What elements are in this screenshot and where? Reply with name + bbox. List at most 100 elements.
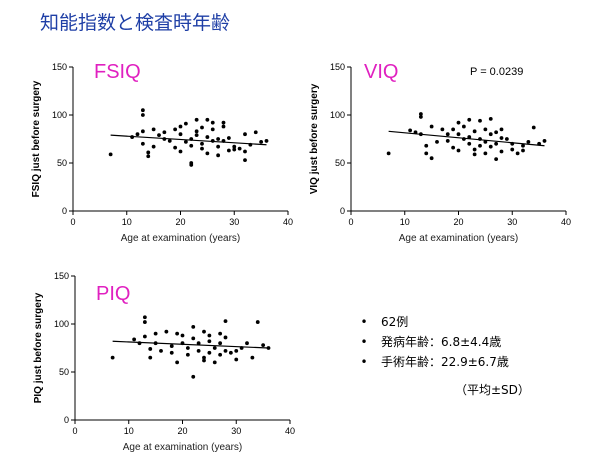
x-tick-label: 0 — [70, 217, 75, 227]
data-point — [216, 137, 221, 141]
data-point — [494, 130, 499, 135]
data-point — [424, 143, 429, 148]
data-point — [499, 127, 504, 132]
data-point — [228, 350, 233, 355]
data-point — [191, 336, 196, 341]
data-point — [146, 150, 151, 155]
data-point — [264, 139, 269, 143]
data-point — [194, 117, 199, 122]
bullet-icon: • — [360, 355, 368, 369]
data-point — [488, 132, 493, 137]
data-point — [151, 127, 156, 132]
data-point — [494, 157, 499, 162]
y-tick-label: 0 — [62, 206, 67, 216]
data-point — [245, 341, 249, 346]
data-point — [159, 348, 163, 353]
data-point — [157, 133, 161, 138]
data-point — [142, 320, 147, 324]
data-point — [461, 124, 466, 129]
summary-item: • 手術年齢：22.9±6.7歳 — [355, 352, 530, 372]
data-point — [178, 149, 183, 154]
data-point — [151, 144, 156, 149]
data-point — [108, 152, 113, 157]
data-point — [173, 127, 178, 132]
data-point — [169, 344, 174, 348]
data-point — [234, 348, 239, 353]
data-point — [255, 320, 260, 324]
data-point — [202, 355, 206, 360]
y-tick-label: 0 — [64, 415, 69, 425]
y-tick-label: 100 — [330, 110, 345, 120]
data-point — [531, 125, 536, 130]
data-point — [191, 324, 196, 329]
data-point — [175, 331, 180, 336]
y-tick-label: 50 — [335, 158, 345, 168]
data-point — [207, 339, 212, 344]
trend-line — [388, 130, 545, 147]
data-point — [162, 130, 167, 135]
panel-label: PIQ — [96, 283, 130, 305]
data-point — [243, 158, 247, 163]
data-point — [243, 132, 247, 137]
summary-item-cases: 62例 — [381, 315, 409, 329]
data-point — [488, 116, 493, 121]
data-point — [467, 141, 472, 146]
data-point — [132, 337, 137, 342]
x-axis-title: Age at examination (years) — [123, 442, 243, 453]
x-tick-label: 20 — [175, 217, 185, 227]
data-point — [169, 350, 174, 355]
data-point — [221, 124, 226, 129]
data-point — [178, 132, 183, 137]
data-point — [472, 147, 477, 152]
panel-label: VIQ — [364, 61, 398, 83]
data-point — [243, 149, 247, 154]
y-tick-label: 100 — [54, 319, 69, 329]
data-point — [146, 154, 151, 159]
data-point — [429, 124, 434, 129]
data-point — [237, 146, 242, 151]
data-point — [515, 151, 520, 156]
summary-item-onset-age: 発病年齢：6.8±4.4歳 — [381, 335, 502, 349]
data-point — [467, 117, 472, 122]
data-point — [467, 135, 472, 139]
data-point — [445, 132, 450, 137]
data-point — [180, 333, 185, 338]
data-point — [429, 156, 434, 161]
data-point — [521, 143, 525, 148]
data-point — [478, 118, 482, 123]
y-tick-label: 0 — [340, 206, 345, 216]
slide-title: 知能指数と検査時年齢 — [40, 12, 231, 34]
summary-note: （平均±SD） — [455, 383, 530, 397]
data-point — [504, 137, 509, 141]
data-point — [234, 357, 239, 362]
data-point — [386, 151, 391, 156]
data-point — [164, 329, 169, 334]
data-point — [488, 144, 493, 149]
data-point — [194, 129, 199, 134]
data-point — [418, 115, 423, 119]
data-point — [499, 136, 504, 140]
data-point — [456, 148, 461, 153]
trend-line — [112, 340, 269, 349]
data-point — [140, 113, 145, 117]
data-point — [212, 346, 217, 350]
data-point — [189, 161, 194, 165]
data-point — [207, 350, 212, 355]
data-point — [261, 343, 266, 348]
data-point — [153, 331, 158, 336]
data-point — [140, 108, 145, 113]
data-point — [148, 355, 153, 360]
y-axis-title: PIQ just before surgery — [33, 292, 44, 403]
data-point — [135, 132, 140, 137]
data-point — [200, 125, 204, 130]
data-point — [223, 319, 228, 324]
y-tick-label: 150 — [330, 62, 345, 72]
data-point — [408, 128, 413, 133]
data-point — [218, 352, 223, 357]
x-tick-label: 30 — [231, 426, 241, 436]
x-tick-label: 20 — [453, 217, 463, 227]
data-point — [440, 127, 445, 132]
data-point — [218, 331, 223, 336]
